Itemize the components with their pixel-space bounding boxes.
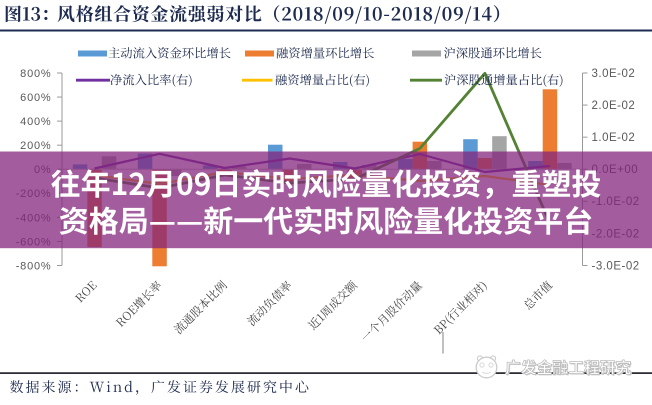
svg-text:2.0E-02: 2.0E-02 [592, 100, 636, 112]
svg-text:3.0E-02: 3.0E-02 [592, 68, 636, 80]
svg-text:-3.0E-02: -3.0E-02 [592, 260, 640, 272]
svg-text:1.0E-02: 1.0E-02 [592, 132, 636, 144]
svg-text:-800%: -800% [16, 260, 52, 272]
svg-text:800%: 800% [20, 68, 51, 80]
svg-text:200%: 200% [20, 140, 51, 152]
svg-text:400%: 400% [20, 116, 51, 128]
svg-text:600%: 600% [20, 92, 51, 104]
